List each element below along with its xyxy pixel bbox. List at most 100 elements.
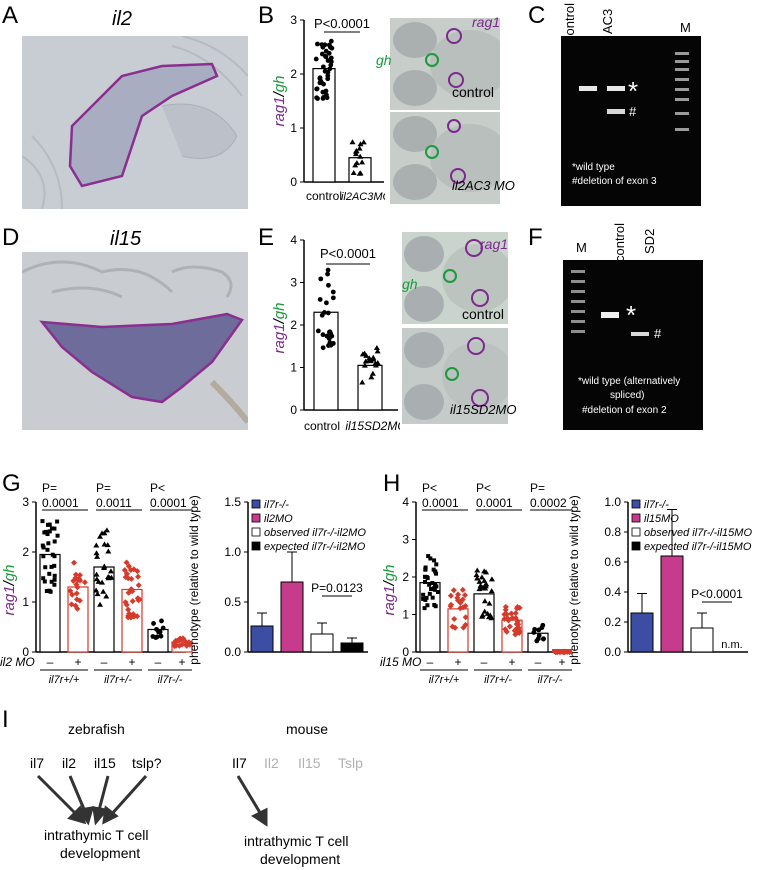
panel-h-bar-4-point <box>540 622 546 628</box>
panel-h-bar-2-point <box>474 575 481 581</box>
panel-h-bar-2-point <box>476 578 483 584</box>
panel-h-bar-3-point <box>514 629 521 636</box>
panel-h-bar-2-point <box>479 612 486 618</box>
panel-g-bar-2-point <box>93 576 100 582</box>
panel-g-bar-4-point <box>159 618 164 624</box>
panel-h-bar-3-point <box>503 628 510 635</box>
panel-h-bar-0-point <box>434 571 439 576</box>
panel-g-bar-0-point <box>52 582 57 587</box>
panel-h-bar-ytick-label: 0.2 <box>604 615 621 629</box>
panel-e-ylabel: rag1/gh <box>271 303 288 354</box>
panel-g-legend-3: expected il7r-/-il2MO <box>264 541 366 553</box>
panel-h-ylabel: rag1/gh <box>381 565 398 616</box>
panel-h-ytick-label: 4 <box>402 495 409 509</box>
panel-i-outcome1: intrathymic T cell <box>44 827 149 843</box>
panel-b-bar-0-point <box>320 44 326 50</box>
panel-g-bar-2-point <box>101 541 108 547</box>
panel-g-genotype-0: il7r+/+ <box>49 674 80 686</box>
panel-h-bar-2-point <box>486 600 493 606</box>
panel-f-lane-sd2: SD2 <box>642 228 657 254</box>
panel-e-bar-0-point <box>320 345 326 351</box>
panel-i-zebrafish: zebrafish <box>68 721 125 737</box>
panel-h-ytick-label: 1 <box>402 608 409 622</box>
panel-h-sign-1: + <box>454 655 461 669</box>
panel-e-pvalue: P<0.0001 <box>320 246 376 261</box>
panel-h-bar-0-point <box>424 574 429 579</box>
panel-h-bar-2-point <box>486 614 493 620</box>
panel-label-g: G <box>2 470 21 497</box>
panel-e-bar-0-point <box>322 309 327 315</box>
panel-f-hash: # <box>654 326 662 341</box>
panel-b-bar-0-point <box>319 51 325 57</box>
panel-h-bar-2-point <box>477 582 484 588</box>
panel-e-bar-0-point <box>326 282 331 288</box>
panel-g-sign-1: + <box>74 655 81 669</box>
panel-g-bar-2-point <box>93 571 100 577</box>
panel-b-bar-0-point <box>314 95 320 101</box>
panel-g-bar-3-point <box>129 588 136 595</box>
panel-g-bar-0-point <box>44 589 49 594</box>
panel-g-bar-3-point <box>129 598 136 605</box>
panel-i-m-outcome1: intrathymic T cell <box>244 833 349 849</box>
panel-h-bar-4-point <box>532 626 538 632</box>
panel-g-genotype-1: il7r+/- <box>104 674 132 686</box>
panel-i-zf-il15: il15 <box>94 755 116 771</box>
panel-h-bar-0-point <box>435 590 440 595</box>
panel-h-bar-5-point <box>566 649 573 655</box>
panel-b-bar-0-point <box>325 69 331 75</box>
panel-g-bar-5-point <box>171 640 178 647</box>
panel-g-pvalue-1-b: 0.0011 <box>96 496 132 510</box>
panel-e-bar-0-point <box>330 295 336 301</box>
panel-g-legend-2: observed il7r-/-il2MO <box>264 527 366 539</box>
panel-g-bar-0-point <box>47 522 52 527</box>
panel-g-bar-3-point <box>130 611 137 618</box>
panel-label-f: F <box>528 224 543 251</box>
panel-e-bar-0-point <box>328 331 334 337</box>
panel-g-sign-3: + <box>128 655 135 669</box>
panel-g-bar-1-point <box>81 579 88 586</box>
panel-g-bar-0-point <box>55 519 60 524</box>
panel-label-b: B <box>258 2 275 29</box>
panel-g-bar-2-point <box>105 548 112 554</box>
panel-g-bar-1-point <box>72 571 79 578</box>
panel-h-bar-2-point <box>488 588 495 594</box>
panel-e-ytick-label: 0 <box>290 403 297 417</box>
panel-g-bar-3-point <box>134 613 141 620</box>
panel-h-pvalue-2-a: P= <box>530 481 545 495</box>
panel-h-bar-1-point <box>450 587 457 594</box>
panel-g-bar-1 <box>67 586 89 653</box>
panel-h-nm: n.m. <box>721 639 742 651</box>
panel-f-gel <box>563 260 703 430</box>
panel-g-bar-3-point <box>134 568 141 575</box>
panel-e-xtick-mo: il15SD2MO <box>345 419 400 433</box>
panel-h-bar-0-point <box>421 596 426 601</box>
panel-b-bar-1-point <box>349 139 356 145</box>
panel-h-bar-0-point <box>428 556 433 561</box>
panel-h-legend-1: il15MO <box>644 513 679 525</box>
panel-b-bar-0-point <box>328 55 334 61</box>
panel-g-ytick-label: 0 <box>22 645 29 659</box>
panel-g-legend-swatch-0 <box>251 499 261 509</box>
panel-g-bar-2-point <box>100 588 107 594</box>
panel-h-ytick-label: 0 <box>402 645 409 659</box>
panel-c-star: * <box>628 76 639 106</box>
panel-g-bar-5-point <box>179 641 186 648</box>
panel-h-pvalue-2-b: 0.0002 <box>530 496 567 510</box>
panel-g-sign-4: – <box>155 655 162 669</box>
panel-f-lane-m: M <box>576 240 587 255</box>
panel-c-hash: # <box>629 104 637 119</box>
panel-b-mo-label: il2AC3 MO <box>452 178 515 193</box>
panel-h-bar-0-point <box>429 587 434 592</box>
panel-g-bar-5-point <box>181 638 188 645</box>
panel-g-bar-0-point <box>45 547 50 552</box>
panel-e-bar-1 <box>357 364 383 411</box>
panel-b-bar-1-point <box>352 151 359 157</box>
panel-g-bar-3-point <box>125 589 132 596</box>
panel-h-bar-0-point <box>434 584 439 589</box>
panel-label-e: E <box>258 224 275 251</box>
panel-g-pvalue-0-b: 0.0001 <box>42 496 79 510</box>
panel-f-note3: #deletion of exon 2 <box>582 405 667 416</box>
panel-e-bar-0-point <box>325 271 330 277</box>
panel-b-xtick-control: control <box>306 189 342 203</box>
panel-h-bar-5-point <box>559 649 566 655</box>
